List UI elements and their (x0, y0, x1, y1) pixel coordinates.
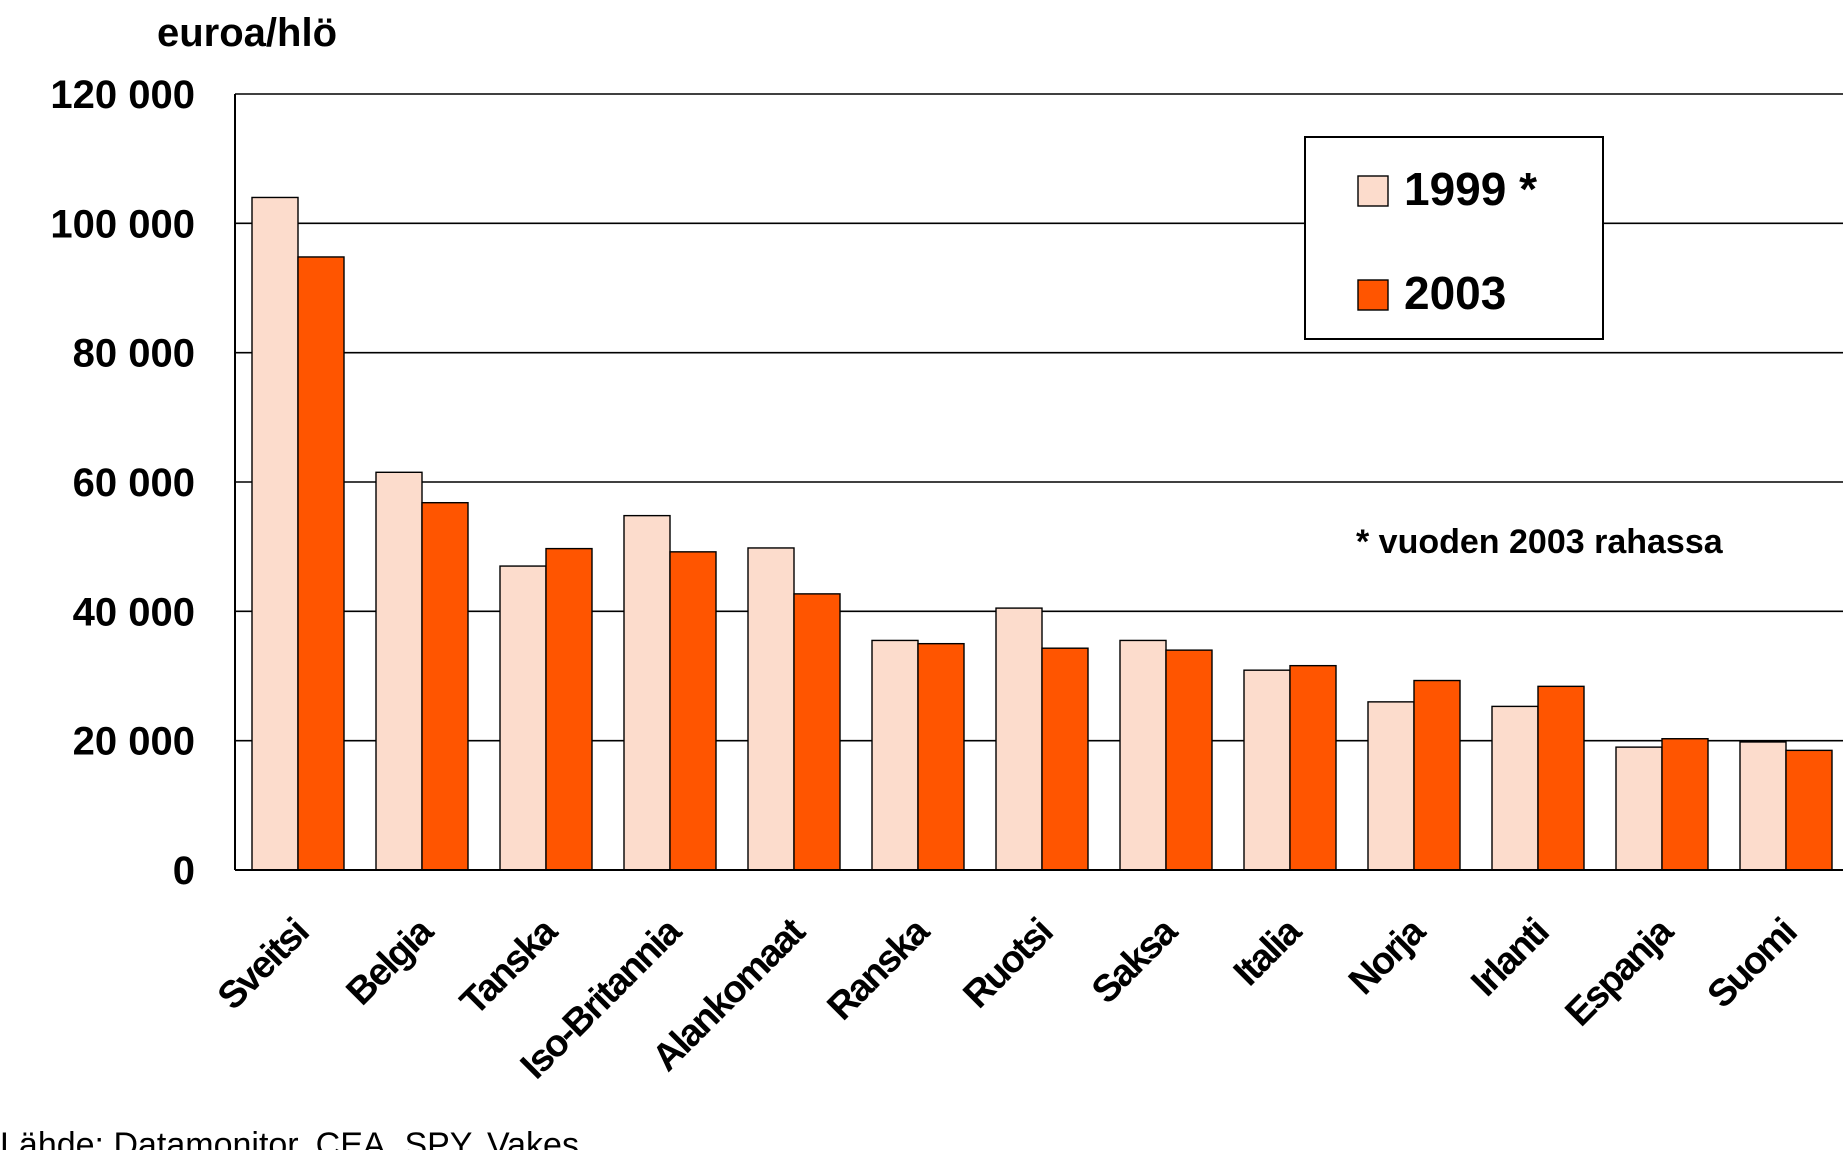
bar-series-2-ruotsi (1041, 647, 1089, 871)
y-tick-label: 80 000 (73, 332, 195, 376)
x-tick-label: Belgia (339, 910, 443, 1014)
bar-series-1-ruotsi (995, 607, 1043, 871)
x-tick-label: Saksa (1084, 910, 1186, 1012)
y-tick-label: 40 000 (73, 590, 195, 634)
x-tick-label: Ranska (820, 910, 939, 1029)
bar-series-1-saksa (1119, 639, 1167, 871)
bar-series-2-italia (1289, 664, 1337, 871)
bar-series-1-espanja (1615, 746, 1663, 871)
bar-series-2-belgia (421, 501, 469, 871)
bar-series-2-alankomaat (793, 593, 841, 871)
bar-series-1-sveitsi (251, 196, 299, 871)
bar-series-1-suomi (1739, 741, 1787, 871)
axes (234, 94, 1843, 871)
y-tick-label: 0 (173, 849, 195, 893)
bars (251, 196, 1833, 871)
bar-series-1-italia (1243, 669, 1291, 871)
footnote-annotation: * vuoden 2003 rahassa (1356, 523, 1724, 561)
bar-series-2-saksa (1165, 649, 1213, 871)
x-tick-label: Tanska (453, 910, 567, 1024)
legend-swatch (1357, 279, 1389, 311)
legend: 1999 * 2003 (1304, 136, 1604, 340)
source-note: Lähde: Datamonitor, CEA, SPY, Vakes (0, 1126, 579, 1150)
legend-label: 2003 (1404, 267, 1506, 319)
bar-series-1-alankomaat (747, 547, 795, 871)
bar-series-1-norja (1367, 701, 1415, 871)
bar-series-2-espanja (1661, 738, 1709, 871)
x-tick-label: Espanja (1558, 910, 1683, 1035)
legend-swatch (1357, 175, 1389, 207)
x-tick-label: Ruotsi (956, 912, 1061, 1017)
y-tick-label: 120 000 (50, 73, 195, 117)
bar-series-2-sveitsi (297, 256, 345, 871)
x-tick-label: Irlanti (1463, 912, 1556, 1005)
bar-series-2-irlanti (1537, 685, 1585, 871)
y-tick-labels: 0 20 000 40 000 60 000 80 000 100 000 120 000 (50, 73, 195, 893)
bar-series-1-irlanti (1491, 705, 1539, 871)
x-tick-label: Suomi (1700, 912, 1805, 1017)
bar-series-2-suomi (1785, 749, 1833, 871)
legend-label: 1999 * (1404, 163, 1537, 215)
x-tick-label: Italia (1226, 910, 1310, 994)
bar-series-2-iso-britannia (669, 551, 717, 871)
y-tick-label: 20 000 (73, 720, 195, 764)
bar-series-1-belgia (375, 471, 423, 871)
legend-box (1304, 136, 1604, 340)
bar-series-1-iso-britannia (623, 514, 671, 871)
x-tick-label: Norja (1341, 910, 1434, 1003)
bar-series-2-ranska (917, 642, 965, 871)
y-axis-label: euroa/hlö (157, 11, 337, 55)
x-tick-labels: Sveitsi Belgia TanskaIso-BritanniaAlankoma… (210, 910, 1804, 1088)
y-tick-label: 100 000 (50, 202, 195, 246)
bar-series-2-norja (1413, 679, 1461, 871)
y-tick-label: 60 000 (73, 461, 195, 505)
bar-series-1-tanska (499, 565, 547, 871)
bar-series-2-tanska (545, 547, 593, 871)
bar-series-1-ranska (871, 639, 919, 871)
x-tick-label: Sveitsi (210, 912, 316, 1018)
